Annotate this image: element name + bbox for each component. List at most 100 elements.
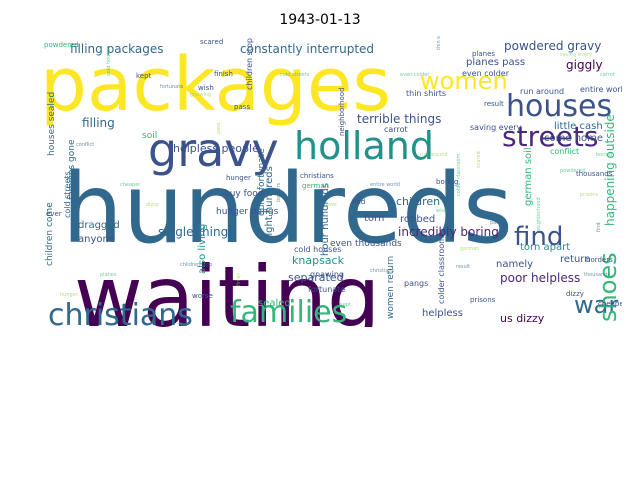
word-hundreds: hundreds — [62, 153, 513, 265]
word-wish: wish — [198, 84, 214, 92]
word-families-gone: families gone — [67, 139, 77, 200]
word-women: women — [420, 67, 508, 95]
word-soil: soil — [142, 131, 157, 141]
word-night-hundreds: night hundreds — [264, 166, 275, 242]
filler-word: powdered — [560, 168, 585, 174]
word-result: result — [484, 100, 504, 108]
word-colder-classroom: colder classroom — [437, 236, 446, 304]
word-finish: finish — [214, 70, 233, 78]
word-torn: torn — [364, 213, 384, 224]
word-worse: worse — [192, 292, 213, 300]
word-kept: kept — [136, 72, 152, 80]
filler-word: wish — [436, 208, 447, 214]
word-sealed: sealed — [258, 298, 291, 309]
word-also-living: also living — [197, 224, 208, 274]
word-fortunate: fortunate — [308, 285, 345, 294]
word-entire-world: entire world — [580, 85, 622, 94]
word-even-thousands: even thousands — [330, 239, 402, 249]
word-neighborhood: neighborhood — [338, 88, 346, 137]
filler-word: cold houses — [106, 46, 112, 76]
filler-word: entire world — [370, 182, 400, 188]
filler-word: fortunate — [160, 84, 183, 90]
filler-word: cold streets — [280, 72, 310, 78]
word-planes-pass: planes pass — [466, 57, 525, 68]
word-holland: holland — [294, 124, 434, 168]
word-cold-streets: cold streets — [63, 171, 72, 218]
word-streets: streets — [502, 120, 598, 153]
word-cloud: packages hundreds waiting gravy holland house… — [40, 36, 622, 327]
word-german-soil: german soil — [523, 147, 534, 206]
filler-word: german — [460, 246, 479, 252]
filler-word: gnawing — [190, 92, 211, 98]
word-families: families — [230, 295, 347, 327]
word-planes: planes — [472, 50, 495, 58]
word-return: return — [560, 254, 591, 265]
filler-word: prisons — [580, 192, 598, 198]
word-little-cash: little cash — [554, 121, 603, 132]
word-scared: scared — [200, 38, 223, 46]
filler-word: scared — [476, 151, 482, 168]
filler-word: planes — [100, 272, 117, 278]
word-saving-every: saving every — [470, 123, 522, 132]
filler-word: conflict — [76, 142, 94, 148]
figure-title: 1943-01-13 — [279, 12, 361, 28]
word-children-come: children come — [45, 202, 55, 266]
word-cheaper: cheaper — [598, 300, 622, 308]
filler-word: cheaper — [120, 182, 141, 188]
word-gnawing: gnawing — [310, 270, 344, 279]
filler-word: ever — [326, 202, 338, 208]
filler-word: kept — [340, 302, 351, 308]
filler-word: borders — [276, 182, 282, 202]
word-dizzy: dizzy — [566, 290, 584, 298]
filler-word: dizzy — [146, 202, 159, 208]
filler-word: find — [596, 223, 602, 233]
filler-word: finish — [236, 273, 242, 286]
filler-word: children stop — [180, 262, 212, 268]
word-even-colder: even colder — [462, 69, 510, 78]
word-prisons: prisons — [470, 296, 496, 304]
word-helpless: helpless — [422, 308, 463, 319]
word-find: find — [514, 222, 563, 252]
word-children: children — [396, 195, 440, 208]
word-hunger-pangs: hunger pangs — [216, 207, 279, 217]
word-pass: pass — [234, 103, 250, 111]
word-powdered: powdered — [44, 41, 79, 49]
word-torn-apart: torn apart — [520, 242, 570, 253]
word-thin-shirts: thin shirts — [406, 89, 446, 98]
word-us-dizzy: us dizzy — [500, 312, 545, 325]
filler-word: thin shirts — [436, 36, 442, 50]
word-christians-2: christians — [300, 172, 334, 180]
word-constantly-interrupted: constantly interrupted — [240, 42, 374, 56]
word-filling-packages: filling packages — [70, 42, 164, 56]
word-ever: ever — [46, 210, 62, 218]
word-find-2: find — [352, 198, 365, 206]
filler-word: neighborhood — [536, 197, 542, 232]
word-pangs: pangs — [404, 279, 428, 288]
word-carrot: carrot — [384, 125, 408, 134]
word-anyone: anyone — [78, 234, 115, 245]
word-hunger: hunger — [226, 174, 251, 182]
word-helpless-people: helpless people — [173, 142, 259, 155]
filler-word: result — [456, 264, 470, 270]
filler-word: even colder — [400, 72, 430, 78]
word-separated: separated — [288, 271, 344, 284]
word-knapsack: knapsack — [292, 254, 345, 267]
word-christians: christians — [48, 298, 193, 327]
word-german: german — [302, 182, 329, 190]
word-happening-outside: happening outside — [603, 114, 617, 226]
word-hour-hundreds: hour hundreds — [320, 183, 331, 256]
word-children-stop: children stop — [245, 38, 254, 90]
filler-word: saving every — [560, 52, 592, 58]
word-run-around: run around — [520, 87, 564, 96]
word-houses-sealed: houses sealed — [47, 92, 57, 156]
word-dragged: dragged — [78, 220, 120, 231]
word-waiting: waiting — [74, 248, 380, 327]
word-quite-fortunate: quite fortunate — [257, 148, 267, 216]
word-packages: packages — [40, 42, 391, 128]
word-giggly: giggly — [566, 58, 603, 72]
filler-word: run around — [420, 152, 448, 158]
word-poor-helpless: poor helpless — [500, 271, 580, 285]
word-robbed: robbed — [400, 214, 435, 225]
word-houses: houses — [506, 89, 612, 124]
